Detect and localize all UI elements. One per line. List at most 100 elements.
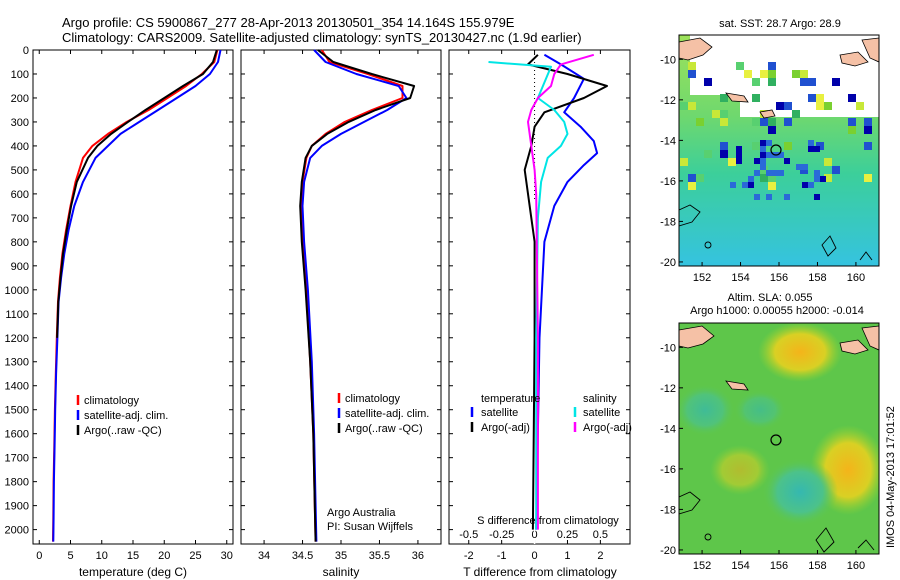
legend-temperature-title: temperature [481,393,540,405]
sst-cell [772,170,778,176]
map-y-tick-label: -10 [660,342,676,354]
sst-cell [768,78,776,86]
difference-plot-frame [448,49,631,545]
sst-cell [864,174,872,182]
map-y-tick-label: -16 [660,464,676,476]
sst-cell [752,94,760,102]
x-tick-label: 34 [258,550,270,562]
sst-cell [748,182,754,188]
sst-cell [748,176,754,182]
sst-map-title: sat. SST: 28.7 Argo: 28.9 [719,18,841,30]
x-tick-label: 0 [532,550,538,562]
temperature-series [52,49,222,542]
y-tick-label: 800 [11,237,29,249]
sst-cell [680,102,688,110]
sst-cell [720,150,728,158]
legend-salinity-argo: Argo(-adj) [583,422,632,434]
temperature-x-label: temperature (deg C) [79,565,187,579]
sst-cell [808,78,816,86]
coast-islet [704,241,712,249]
sst-cell [768,126,776,134]
sst-cell [754,170,760,176]
legend-argo: Argo(..raw -QC) [84,425,162,437]
sst-cell [760,140,766,146]
coast-reef [815,527,835,553]
map-x-tick-label: 156 [770,272,788,284]
salinity-panel: 34 34.5 35 35.5 36 climatology satellite-adj… [240,49,442,579]
land-islands [759,109,776,119]
sst-cell [730,182,736,188]
legend-satellite: satellite-adj. clim. [84,410,168,422]
map-x-tick-label: 158 [808,272,826,284]
x-tick-label: 30 [221,550,233,562]
map-x-tick-label: 154 [731,272,749,284]
x-tick-label: 2 [597,550,603,562]
x-tick-label: 5 [67,550,73,562]
series-line [56,49,218,338]
salinity-annotation-line-1: Argo Australia [327,507,396,519]
sla-low [762,458,838,526]
difference-legend: temperature salinity satellite Argo(-adj… [470,393,632,434]
sst-cell [736,158,742,164]
header-line-1: Argo profile: CS 5900867_277 28-Apr-2013… [62,15,515,30]
legend-salinity-title: salinity [583,393,617,405]
sst-cell [736,62,744,70]
sst-cells [680,62,872,200]
y-tick-label: 1700 [5,453,29,465]
land-islands [725,92,749,103]
sst-cell [704,78,712,86]
map-y-tick-label: -12 [660,383,676,395]
sst-cell [696,118,704,126]
sst-cell [760,146,766,152]
sst-cell [720,94,728,102]
y-tick-label: 0 [23,45,29,57]
sst-cell [704,150,712,158]
sst-cell [768,70,776,78]
y-tick-label: 900 [11,261,29,273]
sst-cell [864,118,872,126]
sst-map-panel: sat. SST: 28.7 Argo: 28.9 152 154 156 158 1 [660,18,880,284]
sst-cell [784,118,792,126]
sst-cell [766,140,772,146]
temperature-panel: 0100200300400500600700800900100011001200… [5,45,234,579]
sst-cell [802,182,808,188]
salinity-x-label: salinity [323,565,360,579]
x-tick-label: 15 [127,550,139,562]
temperature-legend: climatology satellite-adj. clim. Argo(..… [76,395,168,437]
map-x-tick-label: 152 [693,560,711,572]
sst-cell [754,158,760,164]
coast-australia [679,204,701,227]
sst-cell [720,110,728,118]
map-y-tick-label: -20 [660,257,676,269]
land-islands [725,380,749,391]
coast-reef [859,251,873,261]
map-y-tick-label: -14 [660,135,676,147]
difference-top-axis-label: S difference from climatology [477,515,619,527]
y-tick-label: 100 [11,69,29,81]
sst-cell [864,126,872,134]
sst-cell [808,146,814,152]
sst-cell [760,70,768,78]
sla-map-image [679,323,879,554]
sst-cell [848,94,856,102]
y-tick-label: 1900 [5,501,29,513]
sst-cell [688,62,696,70]
sst-cell [792,110,800,118]
map-y-tick-label: -16 [660,176,676,188]
sst-cell [784,142,792,150]
sla-low [734,390,786,430]
y-tick-label: 1600 [5,429,29,441]
sst-cell [760,118,768,126]
land-islands [839,339,869,355]
y-tick-label: 600 [11,189,29,201]
sst-cell [768,62,776,70]
legend-climatology: climatology [345,393,401,405]
land-papua [679,325,715,349]
x-tick-label: 35 [335,550,347,562]
legend-temperature-argo: Argo(-adj) [481,422,530,434]
legend-climatology: climatology [84,395,140,407]
sst-cell [808,94,816,102]
y-tick-label: 1800 [5,477,29,489]
